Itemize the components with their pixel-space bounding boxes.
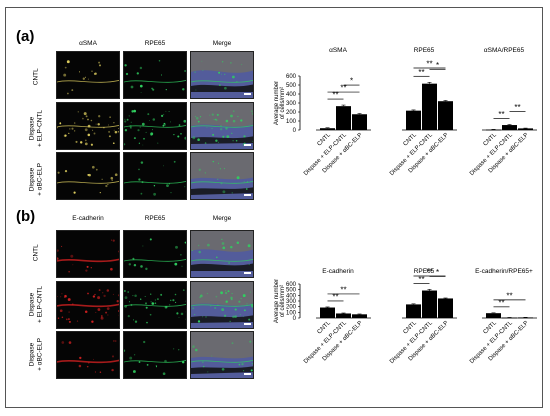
bar: [438, 298, 453, 318]
bar: [422, 83, 437, 130]
bar: [320, 307, 335, 318]
micrograph-tile: [190, 230, 254, 278]
micrograph-tile: [123, 152, 187, 200]
group-title: RPE65: [414, 268, 435, 275]
significance-label: **: [426, 268, 432, 277]
group-title: RPE65: [414, 47, 435, 54]
significance-label: **: [332, 292, 338, 301]
micrograph-tile: [123, 281, 187, 329]
panel-b-col-header: RPE65: [144, 215, 166, 222]
scale-bar: [244, 373, 251, 375]
y-axis-label: of cells/mm²: [280, 285, 286, 317]
micrograph-tile: [56, 102, 120, 150]
bar: [320, 128, 335, 130]
micrograph-tile: [190, 281, 254, 329]
bar: [336, 313, 351, 318]
bar: [352, 114, 367, 130]
y-tick-label: 600: [286, 282, 297, 288]
micrograph-tile: [123, 230, 187, 278]
significance-label: **: [506, 291, 512, 300]
bar: [406, 304, 421, 318]
scale-bar: [244, 144, 251, 146]
micrograph-tile: [123, 331, 187, 379]
micrograph-tile: [56, 331, 120, 379]
panel-a-label: (a): [16, 28, 35, 45]
y-tick-label: 500: [286, 288, 297, 294]
y-axis-label: Average number: [274, 81, 280, 125]
significance-label: *: [436, 268, 439, 277]
panel-a-col-header: RPE65: [144, 40, 166, 47]
bar: [518, 128, 533, 130]
y-tick-label: 400: [286, 92, 297, 98]
micrograph-tile: [56, 230, 120, 278]
micrograph-tile: [123, 51, 187, 99]
micrograph-tile: [190, 152, 254, 200]
y-tick-label: 0: [293, 316, 297, 322]
bar: [422, 290, 437, 318]
scale-bar: [244, 272, 251, 274]
y-tick-label: 400: [286, 293, 297, 299]
bar: [502, 125, 517, 130]
panel-b-label: (b): [16, 208, 36, 225]
y-tick-label: 300: [286, 299, 297, 305]
significance-label: **: [340, 84, 346, 93]
scale-bar: [244, 323, 251, 325]
group-title: E-cadherin: [322, 268, 354, 275]
significance-label: **: [498, 110, 504, 119]
significance-label: **: [332, 91, 338, 100]
y-tick-label: 600: [286, 74, 297, 80]
y-tick-label: 100: [286, 119, 297, 125]
y-tick-label: 100: [286, 310, 297, 316]
micrograph-tile: [56, 281, 120, 329]
panel-b-col-header: E-cadherin: [72, 215, 104, 222]
significance-label: **: [498, 298, 504, 307]
y-tick-label: 500: [286, 83, 297, 89]
group-title: E-cadherin/RPE65+: [475, 268, 533, 275]
panel-a-col-header: αSMA: [79, 40, 97, 47]
significance-label: *: [436, 61, 439, 70]
scale-bar: [244, 194, 251, 196]
significance-label: **: [340, 285, 346, 294]
significance-label: **: [418, 275, 424, 284]
group-title: αSMA/RPE65: [484, 47, 525, 54]
scale-bar: [244, 93, 251, 95]
bar: [438, 101, 453, 130]
y-tick-label: 0: [293, 128, 297, 134]
y-axis-label: Average number: [274, 279, 280, 323]
bar: [486, 313, 501, 318]
micrograph-tile: [190, 51, 254, 99]
y-tick-label: 200: [286, 305, 297, 311]
panel-b-col-header: Merge: [212, 215, 232, 222]
group-title: αSMA: [329, 47, 348, 54]
micrograph-tile: [123, 102, 187, 150]
figure-frame: [5, 7, 543, 408]
micrograph-tile: [56, 51, 120, 99]
significance-label: *: [350, 77, 353, 86]
significance-label: **: [514, 103, 520, 112]
bar: [352, 314, 367, 318]
micrograph-tile: [56, 152, 120, 200]
micrograph-tile: [190, 331, 254, 379]
micrograph-tile: [190, 102, 254, 150]
bar: [336, 106, 351, 130]
y-tick-label: 200: [286, 110, 297, 116]
significance-label: **: [426, 60, 432, 69]
y-axis-label: of cells/mm²: [280, 87, 286, 119]
bar: [406, 110, 421, 130]
y-tick-label: 300: [286, 101, 297, 107]
panel-a-col-header: Merge: [212, 40, 232, 47]
significance-label: **: [418, 68, 424, 77]
